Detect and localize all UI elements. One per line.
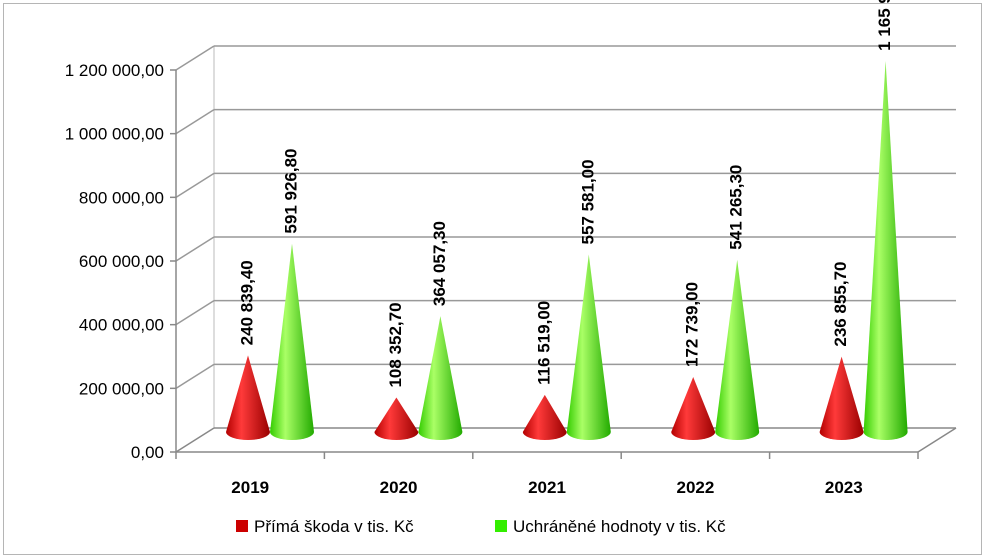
gridline-side (175, 45, 215, 71)
cone-prima-skoda (522, 394, 567, 440)
data-label: 591 926,80 (281, 148, 300, 233)
gridlines (175, 45, 957, 453)
data-label: 108 352,70 (386, 302, 405, 387)
cone-uchranene-hodnoty (863, 60, 908, 440)
data-label: 1 165 995,50 (875, 0, 894, 51)
y-tick-label: 1 000 000,00 (65, 125, 164, 144)
data-label: 240 839,40 (237, 260, 256, 345)
cones (226, 60, 908, 440)
x-axis-labels: 2019 2020 2021 2022 2023 (175, 452, 919, 497)
data-labels: 240 839,40 591 926,80 108 352,70 364 057,30… (237, 0, 894, 388)
gridline-side (175, 172, 215, 198)
data-label: 364 057,30 (430, 221, 449, 306)
cone-uchranene-hodnoty (418, 316, 463, 440)
y-tick-label: 600 000,00 (79, 252, 164, 271)
cone-prima-skoda (819, 356, 864, 440)
y-tick-label: 1 200 000,00 (65, 61, 164, 80)
gridline-side (175, 109, 215, 135)
y-tick-label: 800 000,00 (79, 188, 164, 207)
y-tick-label: 200 000,00 (79, 379, 164, 398)
cone-prima-skoda (226, 355, 270, 440)
x-tick-label: 2020 (380, 478, 418, 497)
y-tick-label: 400 000,00 (79, 316, 164, 335)
chart-frame (3, 3, 982, 555)
data-label: 557 581,00 (578, 159, 597, 244)
legend-label: Přímá škoda v tis. Kč (254, 517, 414, 536)
x-tick-label: 2022 (676, 478, 714, 497)
gridline-side (175, 236, 215, 262)
y-tick-label: 0,00 (131, 443, 164, 462)
legend: Přímá škoda v tis. Kč Uchráněné hodnoty v… (236, 517, 726, 536)
legend-swatch (236, 520, 248, 532)
x-tick-label: 2019 (231, 478, 269, 497)
legend-label: Uchráněné hodnoty v tis. Kč (513, 517, 726, 536)
cone-prima-skoda (671, 377, 716, 440)
x-tick-label: 2021 (528, 478, 566, 497)
cone-uchranene-hodnoty (715, 259, 760, 440)
gridline-side (175, 363, 215, 389)
cone-uchranene-hodnoty (270, 243, 314, 440)
cone-uchranene-hodnoty (566, 254, 611, 440)
floor-right (917, 427, 957, 453)
data-label: 541 265,30 (727, 165, 746, 250)
cone-prima-skoda (374, 397, 419, 440)
legend-swatch (495, 520, 507, 532)
gridline-side (175, 300, 215, 326)
data-label: 172 739,00 (683, 282, 702, 367)
x-tick-label: 2023 (825, 478, 863, 497)
y-axis: 0,00 200 000,00 400 000,00 600 000,00 800 00… (65, 61, 177, 462)
data-label: 116 519,00 (534, 301, 553, 385)
data-label: 236 855,70 (831, 262, 850, 347)
gridline-side (175, 427, 215, 453)
